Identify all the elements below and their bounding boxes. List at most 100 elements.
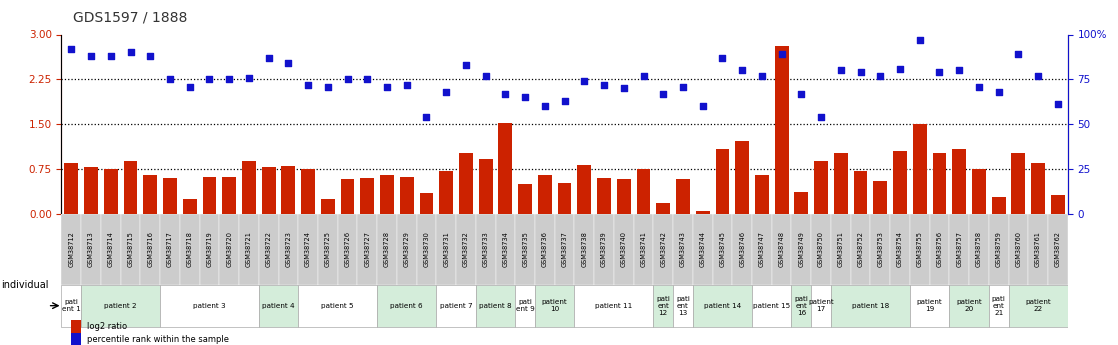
Bar xyxy=(812,285,831,327)
Text: patient 14: patient 14 xyxy=(704,303,741,309)
Bar xyxy=(1048,214,1068,285)
Bar xyxy=(499,123,512,214)
Bar xyxy=(163,178,177,214)
Text: GSM38719: GSM38719 xyxy=(207,231,212,267)
Bar xyxy=(358,214,377,285)
Text: GSM38726: GSM38726 xyxy=(344,231,351,267)
Bar xyxy=(575,285,653,327)
Bar xyxy=(436,285,476,327)
Text: GSM38736: GSM38736 xyxy=(542,231,548,267)
Bar xyxy=(84,167,98,214)
Text: GSM38731: GSM38731 xyxy=(443,231,449,267)
Point xyxy=(161,77,179,82)
Bar xyxy=(755,175,769,214)
Text: GSM38760: GSM38760 xyxy=(1015,231,1022,267)
Bar xyxy=(752,285,792,327)
Bar xyxy=(893,151,907,214)
Text: GSM38742: GSM38742 xyxy=(661,231,666,267)
Text: GSM38743: GSM38743 xyxy=(680,231,686,267)
Bar xyxy=(380,175,394,214)
Bar xyxy=(282,166,295,214)
Bar xyxy=(636,169,651,214)
Text: GSM38754: GSM38754 xyxy=(897,231,903,267)
Bar xyxy=(953,149,966,214)
Point xyxy=(713,55,731,61)
Bar xyxy=(202,177,217,214)
Text: pati
ent 1: pati ent 1 xyxy=(61,299,80,312)
Text: GSM38717: GSM38717 xyxy=(167,231,173,267)
Text: pati
ent 9: pati ent 9 xyxy=(515,299,534,312)
Point xyxy=(576,78,594,84)
Text: pati
ent
12: pati ent 12 xyxy=(656,296,670,316)
Text: GSM38748: GSM38748 xyxy=(778,231,785,267)
Bar xyxy=(439,171,453,214)
Bar xyxy=(1008,285,1068,327)
Bar xyxy=(614,214,634,285)
Text: patient
17: patient 17 xyxy=(808,299,834,312)
Text: patient 8: patient 8 xyxy=(480,303,512,309)
Bar xyxy=(377,285,436,327)
Text: patient 5: patient 5 xyxy=(321,303,354,309)
Bar xyxy=(495,214,515,285)
Text: patient 7: patient 7 xyxy=(439,303,473,309)
Bar xyxy=(656,203,670,214)
Point xyxy=(536,104,553,109)
Bar xyxy=(299,214,318,285)
Bar xyxy=(301,169,315,214)
Point xyxy=(891,66,909,71)
Bar xyxy=(82,285,160,327)
Point xyxy=(437,89,455,95)
Bar xyxy=(143,175,158,214)
Text: GSM38721: GSM38721 xyxy=(246,231,252,267)
Text: GSM38753: GSM38753 xyxy=(878,231,883,267)
Text: GSM38733: GSM38733 xyxy=(483,231,489,267)
Bar xyxy=(676,179,690,214)
Bar xyxy=(241,161,256,214)
Bar xyxy=(436,214,456,285)
Point xyxy=(1049,102,1067,107)
Bar xyxy=(160,214,180,285)
Text: GSM38744: GSM38744 xyxy=(700,231,705,267)
Bar xyxy=(515,285,536,327)
Text: patient 18: patient 18 xyxy=(852,303,889,309)
Point xyxy=(200,77,218,82)
Point xyxy=(220,77,238,82)
Text: GSM38755: GSM38755 xyxy=(917,231,922,267)
Text: GSM38734: GSM38734 xyxy=(502,231,509,267)
Text: GSM38757: GSM38757 xyxy=(956,231,963,267)
Bar xyxy=(736,141,749,214)
Bar xyxy=(871,214,890,285)
Bar xyxy=(558,183,571,214)
Text: pati
ent
16: pati ent 16 xyxy=(795,296,808,316)
Text: GSM38718: GSM38718 xyxy=(187,231,192,267)
Bar xyxy=(258,285,299,327)
Point xyxy=(556,98,574,104)
Point xyxy=(359,77,377,82)
Point xyxy=(733,68,751,73)
Text: GSM38713: GSM38713 xyxy=(88,231,94,267)
Bar xyxy=(299,285,377,327)
Text: GSM38739: GSM38739 xyxy=(601,231,607,267)
Bar xyxy=(318,214,338,285)
Bar xyxy=(617,179,631,214)
Point xyxy=(122,50,140,55)
Point xyxy=(141,53,159,59)
Bar xyxy=(851,214,871,285)
Bar xyxy=(515,214,536,285)
Text: patient 11: patient 11 xyxy=(595,303,633,309)
Text: patient 4: patient 4 xyxy=(263,303,295,309)
Bar xyxy=(456,214,476,285)
Bar xyxy=(219,214,239,285)
Bar xyxy=(1029,214,1048,285)
Bar xyxy=(321,199,334,214)
Text: GSM38732: GSM38732 xyxy=(463,231,468,267)
Bar xyxy=(476,285,515,327)
Text: GSM38752: GSM38752 xyxy=(858,231,863,267)
Point xyxy=(259,55,277,61)
Bar xyxy=(519,184,532,214)
Bar xyxy=(949,285,988,327)
Bar xyxy=(771,214,792,285)
Point xyxy=(82,53,100,59)
Bar xyxy=(792,214,812,285)
Bar xyxy=(910,214,929,285)
